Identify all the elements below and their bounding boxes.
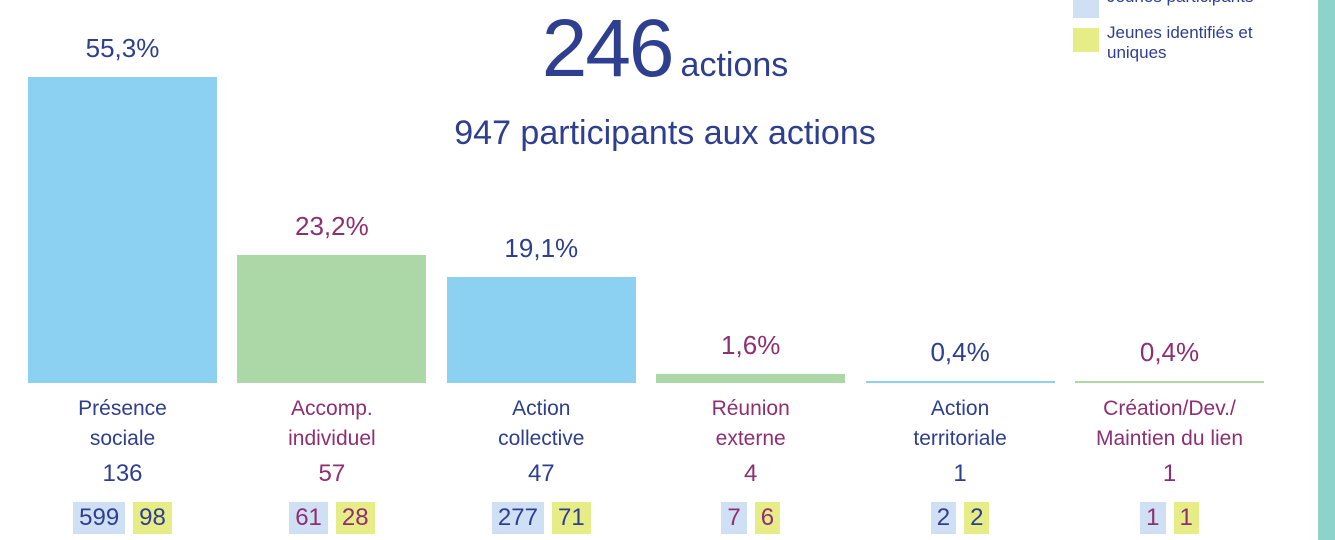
legend-label: Jeunes participants [1107, 0, 1297, 7]
series-value: 599 [73, 502, 126, 534]
series-value: 7 [721, 502, 747, 534]
x-tick-label-line: Action [512, 397, 571, 420]
x-tick-label: Réunion externe [646, 394, 855, 454]
x-tick-label-line: Création/Dev./ [1103, 397, 1236, 420]
value-label: 0,4% [1139, 336, 1200, 367]
value-label: 23,2% [295, 210, 369, 241]
legend-swatch [1073, 0, 1099, 18]
count-label: 4 [744, 460, 758, 487]
x-tick-label-line: externe [715, 427, 786, 450]
x-tick-label-line: territoriale [913, 427, 1007, 450]
bar [28, 77, 217, 383]
title-group: 246 actions [340, 2, 990, 96]
series-value: 1 [1173, 502, 1199, 534]
series-value: 2 [930, 502, 957, 534]
value-label: 1,6% [721, 330, 781, 361]
bar [656, 374, 846, 383]
series-value: 98 [133, 502, 172, 534]
series-value: 277 [491, 502, 544, 534]
bar [446, 277, 636, 383]
x-tick-label: Présence sociale [18, 394, 227, 454]
value-label: 19,1% [504, 233, 579, 264]
series-value: 6 [754, 502, 781, 534]
x-tick-label-line: Action [930, 397, 990, 420]
series-pair: 61 28 [227, 502, 436, 534]
x-tick-label-line: Maintien du lien [1095, 427, 1244, 450]
value-label: 0,4% [930, 336, 990, 367]
chart-title: 246 [541, 3, 675, 94]
x-tick-label-line: individuel [288, 427, 376, 450]
x-tick-label: Action territoriale [856, 394, 1065, 454]
x-tick-label: Création/Dev./ Maintien du lien [1065, 394, 1274, 454]
subtitle: 947 participants aux actions [454, 114, 876, 152]
bar [237, 254, 427, 383]
x-tick-label-line: Réunion [711, 397, 790, 420]
series-value: 1 [1140, 502, 1166, 534]
title-unit: actions [680, 46, 789, 84]
count-label: 57 [318, 460, 346, 487]
bar [865, 380, 1055, 383]
x-tick-label-line: collective [498, 427, 585, 450]
series-value: 61 [289, 502, 328, 534]
x-tick-label-line: Accomp. [291, 397, 373, 420]
value-label: 55,3% [85, 33, 160, 63]
x-tick-label: Accomp. individuel [227, 394, 436, 454]
count-label: 47 [527, 460, 555, 487]
series-pair: 277 71 [437, 502, 646, 534]
count-label: 1 [1162, 460, 1177, 487]
x-tick-label-line: Présence [78, 397, 167, 420]
x-tick-label: Action collective [437, 394, 646, 454]
series-value: 71 [551, 502, 591, 534]
series-value: 28 [335, 502, 375, 534]
legend-swatch [1073, 28, 1099, 52]
count-label: 1 [953, 460, 967, 487]
side-stripe [1318, 0, 1335, 540]
series-pair: 599 98 [18, 502, 227, 534]
count-label: 136 [102, 460, 143, 487]
legend-label: Jeunes identifiés et uniques [1107, 23, 1253, 62]
x-tick-label-line: sociale [89, 427, 156, 450]
bar [1075, 380, 1264, 383]
series-value: 2 [964, 502, 990, 534]
